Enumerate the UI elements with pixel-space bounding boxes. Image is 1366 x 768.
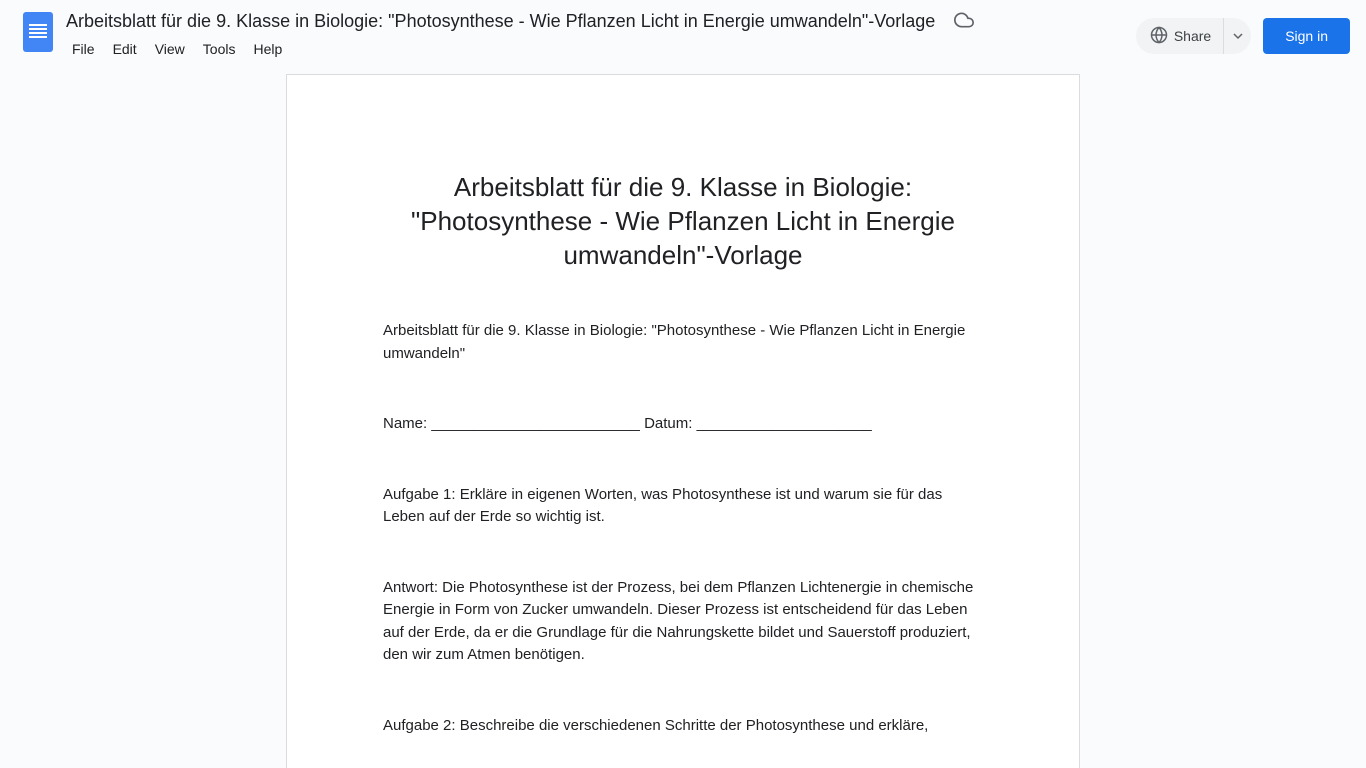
menu-edit[interactable]: Edit bbox=[105, 37, 145, 61]
menu-file[interactable]: File bbox=[64, 37, 103, 61]
sign-in-button[interactable]: Sign in bbox=[1263, 18, 1350, 54]
logo-area bbox=[16, 8, 60, 62]
doc-title[interactable]: Arbeitsblatt für die 9. Klasse in Biolog… bbox=[64, 8, 941, 34]
sign-in-label: Sign in bbox=[1285, 28, 1328, 44]
menubar: File Edit View Tools Help bbox=[64, 37, 1136, 61]
globe-icon bbox=[1150, 26, 1168, 47]
header-right: Share Sign in bbox=[1136, 8, 1350, 54]
app-header: Arbeitsblatt für die 9. Klasse in Biolog… bbox=[0, 0, 1366, 64]
menu-help[interactable]: Help bbox=[245, 37, 290, 61]
doc-paragraph: Aufgabe 1: Erkläre in eigenen Worten, wa… bbox=[383, 484, 983, 529]
chevron-down-icon bbox=[1233, 31, 1243, 41]
doc-heading: Arbeitsblatt für die 9. Klasse in Biolog… bbox=[383, 171, 983, 272]
document-page[interactable]: Arbeitsblatt für die 9. Klasse in Biolog… bbox=[286, 74, 1080, 768]
share-button[interactable]: Share bbox=[1136, 18, 1223, 54]
share-dropdown-button[interactable] bbox=[1223, 18, 1251, 54]
doc-paragraph: Aufgabe 2: Beschreibe die verschiedenen … bbox=[383, 715, 983, 738]
share-label: Share bbox=[1174, 28, 1211, 44]
doc-paragraph: Arbeitsblatt für die 9. Klasse in Biolog… bbox=[383, 320, 983, 365]
share-button-group: Share bbox=[1136, 18, 1251, 54]
cloud-saved-icon[interactable] bbox=[954, 10, 974, 35]
title-area: Arbeitsblatt für die 9. Klasse in Biolog… bbox=[60, 8, 1136, 61]
menu-view[interactable]: View bbox=[147, 37, 193, 61]
doc-paragraph: Name: _________________________ Datum: _… bbox=[383, 413, 983, 436]
doc-paragraph: Antwort: Die Photosynthese ist der Proze… bbox=[383, 577, 983, 667]
docs-icon[interactable] bbox=[23, 12, 53, 52]
document-canvas[interactable]: Arbeitsblatt für die 9. Klasse in Biolog… bbox=[0, 64, 1366, 768]
menu-tools[interactable]: Tools bbox=[195, 37, 244, 61]
